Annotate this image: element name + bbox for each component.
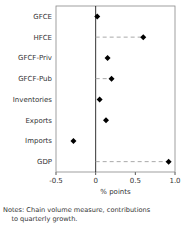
plot-area [70,6,171,172]
stem-line [96,161,169,162]
x-tick-label: 1.0 [169,177,180,185]
x-tick-label: 0.5 [130,177,141,185]
zero-line [95,6,96,172]
diamond-marker [97,96,103,102]
x-tick [135,172,136,175]
diamond-marker [166,159,172,165]
x-axis-label: % points [100,188,131,196]
note: to quarterly growth. [3,215,77,223]
plot-frame [56,6,175,172]
x-tick [175,172,176,175]
diamond-marker [103,117,109,123]
y-tick-label: GFCF-Priv [18,54,52,62]
x-tick [95,172,96,175]
diamond-marker [94,13,100,19]
stem-line [96,37,144,38]
x-tick-label: 0 [93,177,97,185]
y-tick-label: GFCE [33,13,52,21]
y-tick-label: Imports [25,137,52,145]
x-tick-label: -0.5 [49,177,63,185]
diamond-marker [140,34,146,40]
y-tick-label: HFCE [33,34,52,42]
diamond-marker [109,76,115,82]
diamond-marker [105,55,111,61]
y-tick-label: GDP [37,158,52,166]
y-tick-label: GFCF-Pub [18,75,52,83]
y-tick-label: Exports [25,117,52,125]
y-tick-label: Inventories [13,96,53,104]
x-tick [56,172,57,175]
chart: -0.5 0 0.5 1.0 GFCE HFCE GFCF-Priv GFCF-Pub Inve… [0,0,181,231]
note: Notes: Chain volume measure, contributio… [3,206,151,214]
diamond-marker [70,138,76,144]
